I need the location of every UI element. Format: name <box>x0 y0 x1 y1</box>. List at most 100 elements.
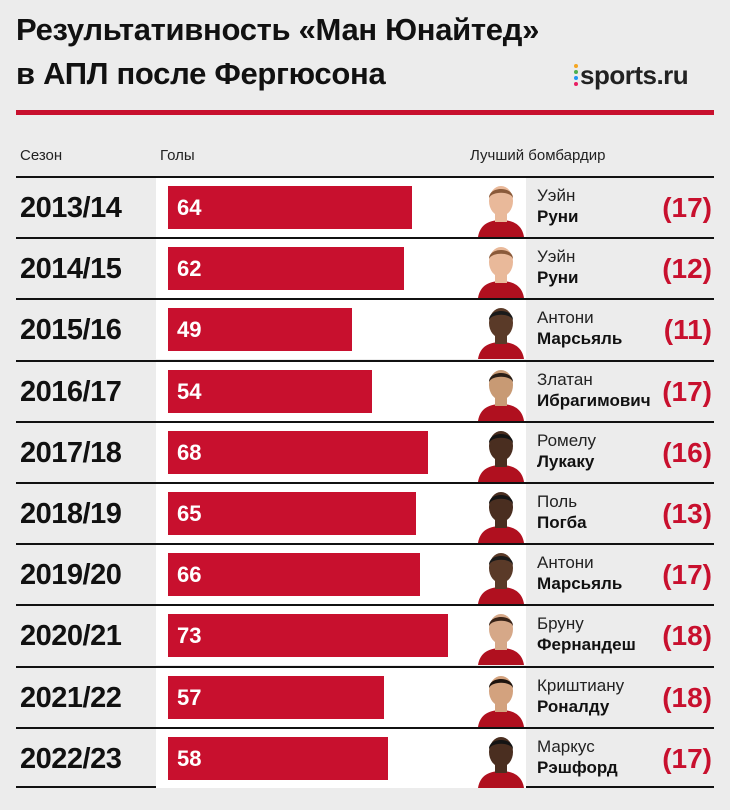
scorer-last-name: Погба <box>537 512 587 532</box>
logo-dot <box>574 82 578 86</box>
player-photo <box>476 239 526 299</box>
player-portrait-icon <box>476 422 526 482</box>
scorer-last-name: Ибрагимович <box>537 390 651 410</box>
season-label: 2014/15 <box>20 253 122 286</box>
goals-bar <box>168 736 388 780</box>
player-portrait-icon <box>476 667 526 727</box>
scorer-first-name: Криштиану <box>537 675 625 695</box>
top-scorer-name: Ромелу Лукаку <box>537 430 596 472</box>
season-row: 2018/19 65 Поль Погба (13) <box>16 481 714 543</box>
top-scorer-name: Антони Марсьяль <box>537 307 622 349</box>
top-scorer-name: Поль Погба <box>537 491 587 533</box>
goals-bar <box>168 308 352 352</box>
goals-value-label: 68 <box>177 439 202 465</box>
goals-value-label: 54 <box>177 378 202 404</box>
scorer-last-name: Марсьяль <box>537 574 623 594</box>
player-portrait-icon <box>476 606 526 666</box>
season-row: 2015/16 49 Антони Марсьяль (11) <box>16 298 714 360</box>
player-photo <box>476 178 526 237</box>
player-portrait-icon <box>476 545 526 605</box>
scorer-goals: (17) <box>662 742 712 774</box>
scorer-goals: (18) <box>662 620 712 652</box>
player-portrait-icon <box>476 300 526 360</box>
goals-value-label: 62 <box>177 256 202 282</box>
goals-value-label: 66 <box>177 562 202 588</box>
goals-bar <box>168 675 384 719</box>
season-row: 2019/20 66 Антони Марсьяль (17) <box>16 543 714 605</box>
player-photo <box>476 300 526 360</box>
goals-value-label: 73 <box>177 623 202 649</box>
scorer-goals: (17) <box>662 192 712 223</box>
season-row: 2013/14 64 Уэйн Руни (17) <box>16 176 714 237</box>
player-photo <box>476 422 526 482</box>
season-row: 2022/23 58 Маркус Рэшфорд (17) <box>16 726 714 788</box>
top-scorer-name: Антони Марсьяль <box>537 552 622 594</box>
season-label: 2019/20 <box>20 559 122 592</box>
season-label: 2017/18 <box>20 436 122 469</box>
scorer-goals: (11) <box>663 314 712 346</box>
scorer-goals: (13) <box>662 497 712 529</box>
top-scorer-name: Уэйн Руни <box>537 246 579 288</box>
goals-bar <box>168 247 404 291</box>
goals-bar <box>168 186 412 229</box>
player-photo <box>476 545 526 605</box>
player-photo <box>476 667 526 727</box>
top-scorer-name: Криштиану Роналду <box>537 675 624 717</box>
top-scorer-name: Златан Ибрагимович <box>537 369 651 411</box>
scorer-first-name: Ромелу <box>537 430 597 450</box>
goals-bar <box>168 369 372 413</box>
goals-value-label: 65 <box>177 500 202 526</box>
season-column-header: Сезон <box>20 147 63 164</box>
season-label: 2021/22 <box>20 681 122 714</box>
scorer-first-name: Поль <box>537 491 578 511</box>
logo-text: sports.ru <box>580 59 689 90</box>
scorer-last-name: Фернандеш <box>537 635 636 655</box>
top-scorer-name: Уэйн Руни <box>537 185 579 227</box>
logo-dot <box>574 64 578 68</box>
scorer-last-name: Руни <box>537 207 579 226</box>
title-divider <box>16 110 714 115</box>
scorer-goals: (18) <box>662 681 712 713</box>
scorer-first-name: Златан <box>537 369 593 389</box>
scorer-first-name: Маркус <box>537 736 595 756</box>
title-line-2: в АПЛ после Фергюсона <box>16 56 386 91</box>
goals-value-label: 58 <box>177 745 202 771</box>
scorer-last-name: Руни <box>537 268 579 288</box>
goals-bar <box>168 553 420 597</box>
logo-dots-icon <box>574 64 578 86</box>
scorer-goals: (12) <box>662 253 712 285</box>
scorer-first-name: Уэйн <box>537 186 576 205</box>
top-scorer-name: Маркус Рэшфорд <box>537 736 618 778</box>
goals-bar <box>168 491 416 535</box>
season-row: 2014/15 62 Уэйн Руни (12) <box>16 237 714 299</box>
scorer-column-header: Лучший бомбардир <box>470 147 606 164</box>
goals-bar <box>168 430 428 474</box>
goals-value-label: 57 <box>177 684 202 710</box>
player-photo <box>476 728 526 788</box>
scorer-goals: (17) <box>662 559 712 591</box>
player-photo <box>476 361 526 421</box>
scorer-first-name: Антони <box>537 553 594 573</box>
player-portrait-icon <box>476 728 526 788</box>
logo-dot <box>574 76 578 80</box>
scorer-first-name: Бруну <box>537 614 584 634</box>
season-rows: 2013/14 64 Уэйн Руни (17) 2014/15 62 Уэйн Руни (1… <box>16 176 714 788</box>
season-label: 2016/17 <box>20 375 122 408</box>
goals-value-label: 64 <box>177 195 202 220</box>
player-photo <box>476 606 526 666</box>
season-label: 2015/16 <box>20 314 122 347</box>
sports-ru-logo: sports.ru <box>574 59 689 90</box>
season-label: 2018/19 <box>20 497 122 530</box>
goals-value-label: 49 <box>177 317 202 343</box>
season-label: 2013/14 <box>20 192 122 224</box>
title-line-1: Результативность «Ман Юнайтед» <box>16 12 540 47</box>
season-row: 2017/18 68 Ромелу Лукаку (16) <box>16 420 714 482</box>
season-label: 2022/23 <box>20 742 122 775</box>
player-portrait-icon <box>476 483 526 543</box>
player-portrait-icon <box>476 178 526 237</box>
player-photo <box>476 483 526 543</box>
goals-bar <box>168 614 448 658</box>
chart-title: Результативность «Ман Юнайтед» в АПЛ пос… <box>16 8 539 96</box>
goals-column-header: Голы <box>160 147 195 164</box>
season-row: 2016/17 54 Златан Ибрагимович (17) <box>16 359 714 421</box>
